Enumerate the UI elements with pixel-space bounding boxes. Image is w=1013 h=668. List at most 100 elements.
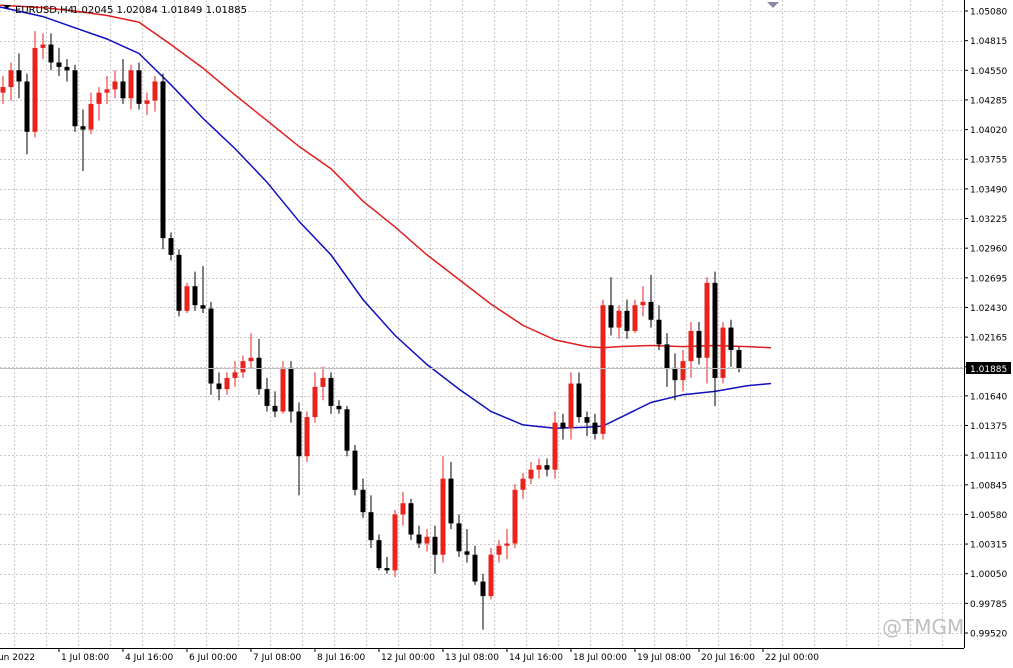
candle-body — [720, 327, 726, 378]
candle-body — [280, 368, 286, 412]
bull-candle — [0, 75, 6, 104]
y-tick-label: 1.04020 — [970, 126, 1007, 136]
x-tick-label: 7 Jul 08:00 — [253, 653, 302, 663]
y-tick-label: 1.04815 — [970, 37, 1007, 47]
x-tick-label: 13 Jul 08:00 — [445, 653, 499, 663]
candle-body — [32, 47, 38, 132]
bull-candle — [8, 62, 14, 101]
moving-averages — [0, 4, 772, 430]
candle-body — [560, 422, 566, 429]
bear-candle — [416, 525, 422, 548]
candle-body — [128, 70, 134, 99]
chart-shift-marker-icon[interactable] — [767, 2, 779, 8]
candle-body — [504, 543, 510, 546]
candle-body — [328, 377, 334, 406]
bear-candle — [696, 322, 702, 365]
candle-body — [696, 330, 702, 358]
x-tick-label: 18 Jul 00:00 — [573, 653, 627, 663]
y-tick-label: 1.01375 — [970, 422, 1007, 432]
y-tick-label: 1.01110 — [970, 452, 1007, 462]
bull-candle — [224, 372, 230, 395]
bear-candle — [624, 299, 630, 339]
candle-body — [296, 411, 302, 457]
bear-candle — [344, 405, 350, 457]
y-tick-label: 1.01640 — [970, 392, 1007, 402]
candle-body — [616, 310, 622, 328]
y-tick-label: 1.02165 — [970, 334, 1007, 344]
bear-candle — [16, 53, 22, 99]
candle-body — [480, 581, 486, 597]
candle-body — [544, 465, 550, 470]
candle-body — [688, 330, 694, 362]
candle-body — [512, 489, 518, 544]
y-tick-label: 1.00315 — [970, 541, 1007, 551]
bear-candle — [472, 545, 478, 585]
bear-candle — [24, 73, 30, 155]
y-tick-label: 0.99520 — [970, 630, 1007, 640]
bull-candle — [400, 492, 406, 526]
bear-candle — [256, 338, 262, 395]
candle-body — [656, 319, 662, 345]
candle-body — [632, 305, 638, 331]
candle-body — [344, 409, 350, 451]
candle-body — [464, 551, 470, 555]
current-price-label: 1.01885 — [970, 365, 1007, 375]
candle-body — [672, 368, 678, 381]
bull-candle — [704, 277, 710, 384]
bull-candle — [424, 528, 430, 552]
candle-body — [264, 389, 270, 406]
bear-candle — [360, 478, 366, 518]
bull-candle — [632, 299, 638, 334]
candle-body — [224, 377, 230, 390]
bear-candle — [56, 47, 62, 76]
bear-candle — [576, 372, 582, 423]
bull-candle — [240, 355, 246, 378]
x-tick-label: 1 Jul 08:00 — [61, 653, 110, 663]
candle-body — [320, 377, 326, 387]
bull-candle — [512, 484, 518, 548]
candle-body — [0, 87, 6, 93]
y-tick-label: 1.03755 — [970, 156, 1007, 166]
bull-candle — [640, 286, 646, 317]
candle-body — [712, 282, 718, 378]
candle-body — [600, 305, 606, 434]
candle-body — [624, 310, 630, 331]
candle-body — [384, 568, 390, 571]
candle-body — [448, 478, 454, 524]
candle-body — [552, 422, 558, 470]
candle-body — [608, 305, 614, 328]
bear-candle — [408, 498, 414, 541]
bull-candle — [520, 473, 526, 499]
candle-body — [72, 70, 78, 127]
candle-body — [568, 383, 574, 429]
bull-candle — [312, 372, 318, 423]
candle-body — [152, 81, 158, 101]
watermark-text: @TMGM — [882, 615, 964, 639]
bear-candle — [176, 249, 182, 317]
bear-candle — [368, 495, 374, 548]
symbol-dropdown-icon[interactable] — [3, 5, 11, 9]
bear-candle — [608, 277, 614, 336]
bull-candle — [152, 75, 158, 112]
x-tick-label: 12 Jul 00:00 — [381, 653, 435, 663]
candle-body — [56, 62, 62, 67]
candle-body — [440, 478, 446, 555]
symbol-label: EURUSD,H4 — [15, 5, 74, 16]
candle-body — [88, 103, 94, 130]
candle-body — [360, 489, 366, 513]
bear-candle — [560, 413, 566, 440]
candle-body — [400, 503, 406, 515]
bull-candle — [104, 75, 110, 104]
bear-candle — [728, 319, 734, 367]
y-tick-label: 1.02430 — [970, 304, 1007, 314]
bull-candle — [536, 458, 542, 479]
candles — [0, 31, 742, 630]
candle-body — [208, 308, 214, 384]
x-tick-label: 20 Jul 16:00 — [701, 653, 755, 663]
bull-candle — [232, 361, 238, 387]
y-tick-label: 1.03490 — [970, 185, 1007, 195]
bull-candle — [616, 305, 622, 339]
